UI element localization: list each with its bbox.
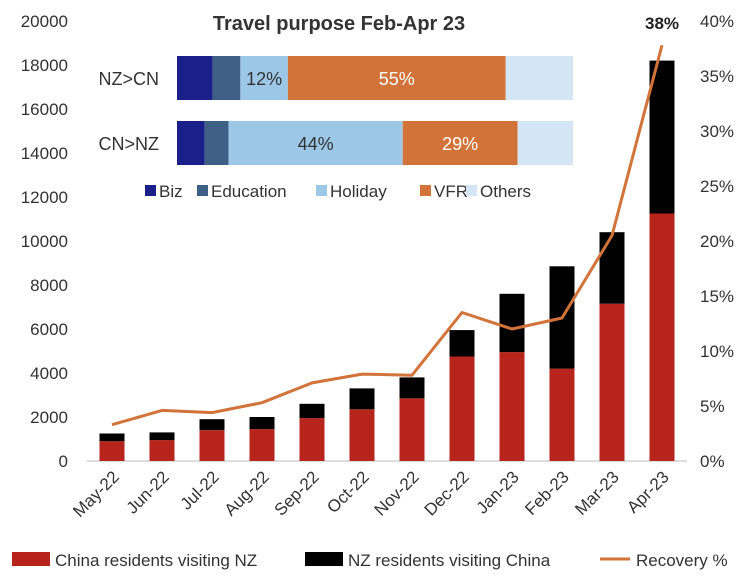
inset-segment-education — [204, 121, 229, 165]
bar-china-residents-visiting-nz — [599, 303, 625, 461]
bar-china-residents-visiting-nz — [449, 356, 475, 461]
left-axis-tick-label: 10000 — [21, 232, 68, 251]
bar-nz-residents-visiting-china — [299, 403, 325, 419]
bar-china-residents-visiting-nz — [99, 441, 125, 461]
right-axis-tick-label: 15% — [700, 287, 734, 306]
inset-segment-others — [517, 121, 573, 165]
left-axis-tick-label: 18000 — [21, 56, 68, 75]
legend-label: NZ residents visiting China — [348, 551, 551, 570]
inset-segment-label: 55% — [379, 69, 415, 89]
inset-legend-swatch — [466, 185, 477, 196]
x-axis-tick-label: Oct-22 — [323, 467, 373, 517]
x-axis-tick-label: Aug-22 — [221, 467, 273, 519]
main-bars — [87, 60, 687, 462]
bar-nz-residents-visiting-china — [249, 417, 275, 430]
bar-nz-residents-visiting-china — [349, 388, 375, 410]
right-axis-tick-label: 0% — [700, 452, 725, 471]
right-axis: 0% 5% 10% 15% 20% 25% 30% 35% 40% — [700, 12, 734, 471]
bar-nz-residents-visiting-china — [449, 330, 475, 357]
bar-nz-residents-visiting-china — [99, 433, 125, 442]
bar-nz-residents-visiting-china — [499, 293, 525, 353]
x-axis-tick-label: Jul-22 — [177, 467, 223, 513]
recovery-line — [111, 44, 664, 427]
bar-china-residents-visiting-nz — [549, 368, 575, 461]
inset-legend-label: Education — [211, 182, 287, 201]
inset-legend-swatch — [420, 185, 431, 196]
inset-segment-label: 29% — [442, 134, 478, 154]
bar-china-residents-visiting-nz — [399, 398, 425, 461]
left-axis-tick-label: 6000 — [30, 320, 68, 339]
x-axis-tick-label: Jan-23 — [473, 467, 523, 517]
x-axis-tick-label: May-22 — [69, 467, 123, 521]
inset-row-label: NZ>CN — [98, 69, 159, 89]
left-axis-tick-label: 20000 — [21, 12, 68, 31]
left-axis-tick-label: 12000 — [21, 188, 68, 207]
x-axis-tick-label: Mar-23 — [571, 467, 623, 519]
left-axis-tick-label: 0 — [59, 452, 68, 471]
main-legend: China residents visiting NZ NZ residents … — [12, 551, 728, 570]
right-axis-tick-label: 10% — [700, 342, 734, 361]
bar-china-residents-visiting-nz — [649, 213, 675, 461]
x-axis-tick-label: Jun-22 — [123, 467, 173, 517]
x-axis-tick-label: Dec-22 — [421, 467, 473, 519]
left-axis: 0 2000 4000 6000 8000 10000 12000 14000 16000 180… — [21, 12, 68, 471]
bar-nz-residents-visiting-china — [599, 232, 625, 304]
legend-label: Recovery % — [636, 551, 728, 570]
right-axis-tick-label: 25% — [700, 177, 734, 196]
bar-china-residents-visiting-nz — [349, 409, 375, 461]
left-axis-tick-label: 8000 — [30, 276, 68, 295]
left-axis-tick-label: 2000 — [30, 408, 68, 427]
legend-swatch-china-residents — [12, 552, 50, 566]
bar-china-residents-visiting-nz — [149, 440, 175, 461]
right-axis-tick-label: 20% — [700, 232, 734, 251]
inset-legend-label: Others — [480, 182, 531, 201]
left-axis-tick-label: 4000 — [30, 364, 68, 383]
recovery-peak-annotation: 38% — [645, 14, 679, 33]
x-axis-tick-label: Nov-22 — [371, 467, 423, 519]
inset-legend-swatch — [145, 185, 156, 196]
inset-segment-label: 12% — [246, 69, 282, 89]
inset-segment-education — [212, 56, 241, 100]
inset-segment-vfr — [402, 121, 518, 165]
inset-legend-swatch — [316, 185, 327, 196]
inset-legend-label: VFR — [434, 182, 468, 201]
bar-nz-residents-visiting-china — [199, 419, 225, 431]
inset-segment-label: 44% — [298, 134, 334, 154]
inset-row-label: CN>NZ — [98, 134, 159, 154]
bar-china-residents-visiting-nz — [199, 430, 225, 461]
x-axis-tick-label: Feb-23 — [521, 467, 573, 519]
left-axis-tick-label: 16000 — [21, 100, 68, 119]
inset-segment-holiday — [240, 56, 288, 100]
inset-segment-vfr — [287, 56, 506, 100]
x-axis-tick-label: Sep-22 — [271, 467, 323, 519]
right-axis-tick-label: 35% — [700, 67, 734, 86]
inset-segment-biz — [177, 121, 205, 165]
inset-legend-label: Holiday — [330, 182, 387, 201]
right-axis-tick-label: 5% — [700, 397, 725, 416]
inset-segment-biz — [177, 56, 213, 100]
inset-segment-holiday — [228, 121, 403, 165]
bar-china-residents-visiting-nz — [499, 352, 525, 461]
bar-nz-residents-visiting-china — [649, 60, 675, 214]
bar-china-residents-visiting-nz — [299, 418, 325, 461]
travel-purpose-inset: Travel purpose Feb-Apr 23 NZ>CN 12% 55% CN>N… — [98, 13, 573, 201]
bar-nz-residents-visiting-china — [149, 432, 175, 441]
legend-swatch-nz-residents — [305, 552, 343, 566]
legend-label: China residents visiting NZ — [55, 551, 257, 570]
bar-nz-residents-visiting-china — [399, 377, 425, 399]
x-axis-tick-label: Apr-23 — [623, 467, 673, 517]
recovery-line-group: 38% — [111, 14, 679, 427]
inset-legend-label: Biz — [159, 182, 183, 201]
inset-legend-swatch — [197, 185, 208, 196]
bar-china-residents-visiting-nz — [249, 429, 275, 461]
right-axis-tick-label: 40% — [700, 12, 734, 31]
inset-segment-others — [505, 56, 573, 100]
inset-title: Travel purpose Feb-Apr 23 — [213, 13, 465, 35]
right-axis-tick-label: 30% — [700, 122, 734, 141]
left-axis-tick-label: 14000 — [21, 144, 68, 163]
